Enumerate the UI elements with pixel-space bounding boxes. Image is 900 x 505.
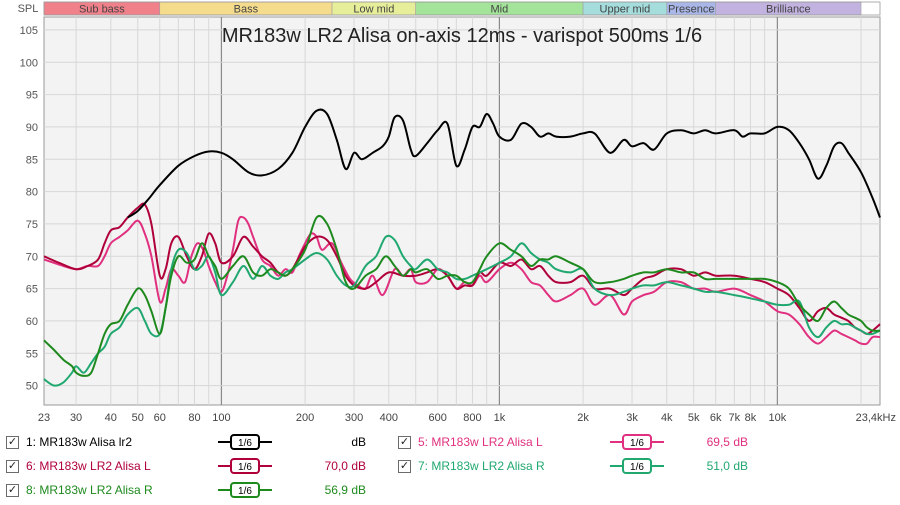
series-line-0 — [127, 108, 881, 219]
y-tick-label: 70 — [26, 251, 38, 263]
x-tick-label: 600 — [429, 412, 447, 424]
x-tick-label: 6k — [710, 412, 722, 424]
legend-checkbox[interactable]: ✓ — [6, 484, 19, 497]
band-label: Sub bass — [79, 4, 125, 16]
band-label: Presence — [668, 4, 714, 16]
x-tick-label: 8k — [745, 412, 757, 424]
frequency-response-chart: Sub bass Bass Low mid Mid Upper mid Presence B… — [18, 1, 896, 424]
legend-item-1[interactable]: ✓ 1: MR183w Alisa lr2 1/6 dB — [6, 434, 386, 452]
x-tick-label: 4k — [661, 412, 673, 424]
band-label: Mid — [491, 4, 509, 16]
y-tick-label: 55 — [26, 348, 38, 360]
x-tick-label: 7k — [728, 412, 740, 424]
x-tick-label: 10k — [768, 412, 786, 424]
legend-name: 7: MR183w LR2 Alisa R — [418, 459, 545, 473]
x-tick-label: 80 — [188, 412, 200, 424]
x-tick-label: 23,4kHz — [856, 412, 896, 424]
y-tick-label: 80 — [26, 187, 38, 199]
legend-checkbox[interactable]: ✓ — [398, 460, 411, 473]
legend-value: 70,0 dB — [324, 459, 366, 473]
legend-checkbox[interactable]: ✓ — [6, 460, 19, 473]
band-label: Bass — [234, 4, 259, 16]
x-tick-label: 30 — [70, 412, 82, 424]
legend-value: dB — [351, 435, 366, 449]
smoothing-label: 1/6 — [630, 438, 644, 449]
y-tick-label: 95 — [26, 90, 38, 102]
legend-name: 6: MR183w LR2 Alisa L — [26, 459, 151, 473]
plot-area — [43, 16, 881, 406]
smoothing-symbol[interactable]: 1/6 — [610, 434, 664, 450]
smoothing-label: 1/6 — [238, 438, 252, 449]
band-label: Low mid — [353, 4, 394, 16]
legend-value: 69,5 dB — [706, 435, 748, 449]
x-tick-label: 5k — [688, 412, 700, 424]
x-tick-label: 1k — [494, 412, 506, 424]
chart-title: MR183w LR2 Alisa on-axis 12ms - varispot… — [222, 25, 702, 47]
x-tick-label: 50 — [132, 412, 144, 424]
legend-name: 1: MR183w Alisa lr2 — [26, 435, 133, 449]
x-tick-label: 200 — [296, 412, 314, 424]
y-tick-label: 100 — [20, 57, 38, 69]
legend-item-6[interactable]: ✓ 6: MR183w LR2 Alisa L 1/6 70,0 dB — [6, 458, 386, 476]
band-label: Brilliance — [766, 4, 811, 16]
legend-item-5[interactable]: ✓ 5: MR183w LR2 Alisa L 1/6 69,5 dB — [398, 434, 778, 452]
y-tick-label: 65 — [26, 284, 38, 296]
smoothing-symbol[interactable]: 1/6 — [218, 482, 272, 498]
x-tick-label: 400 — [380, 412, 398, 424]
x-tick-label: 800 — [463, 412, 481, 424]
legend-value: 56,9 dB — [324, 483, 366, 497]
x-tick-label: 2k — [577, 412, 589, 424]
legend-item-8[interactable]: ✓ 8: MR183w LR2 Alisa R 1/6 56,9 dB — [6, 482, 386, 500]
y-tick-label: 105 — [20, 25, 38, 37]
x-tick-label: 300 — [345, 412, 363, 424]
y-tick-label: 85 — [26, 154, 38, 166]
legend-value: 51,0 dB — [706, 459, 748, 473]
band-bar-frame — [43, 1, 881, 16]
smoothing-symbol[interactable]: 1/6 — [218, 458, 272, 474]
y-tick-label: 50 — [26, 381, 38, 393]
legend-checkbox[interactable]: ✓ — [398, 436, 411, 449]
band-label: Upper mid — [600, 4, 651, 16]
y-axis-label: SPL — [18, 3, 39, 15]
legend-checkbox[interactable]: ✓ — [6, 436, 19, 449]
series-line-4 — [43, 214, 881, 377]
y-tick-label: 75 — [26, 219, 38, 231]
y-tick-label: 60 — [26, 316, 38, 328]
smoothing-symbol[interactable]: 1/6 — [218, 434, 272, 450]
legend-name: 5: MR183w LR2 Alisa L — [418, 435, 543, 449]
smoothing-label: 1/6 — [238, 462, 252, 473]
smoothing-symbol[interactable]: 1/6 — [610, 458, 664, 474]
smoothing-label: 1/6 — [238, 486, 252, 497]
legend-item-7[interactable]: ✓ 7: MR183w LR2 Alisa R 1/6 51,0 dB — [398, 458, 778, 476]
x-tick-label: 60 — [154, 412, 166, 424]
x-tick-label: 3k — [626, 412, 638, 424]
x-tick-label: 100 — [212, 412, 230, 424]
smoothing-label: 1/6 — [630, 462, 644, 473]
legend-name: 8: MR183w LR2 Alisa R — [26, 483, 153, 497]
x-tick-label: 40 — [105, 412, 117, 424]
x-tick-label: 23 — [38, 412, 50, 424]
y-tick-label: 90 — [26, 122, 38, 134]
